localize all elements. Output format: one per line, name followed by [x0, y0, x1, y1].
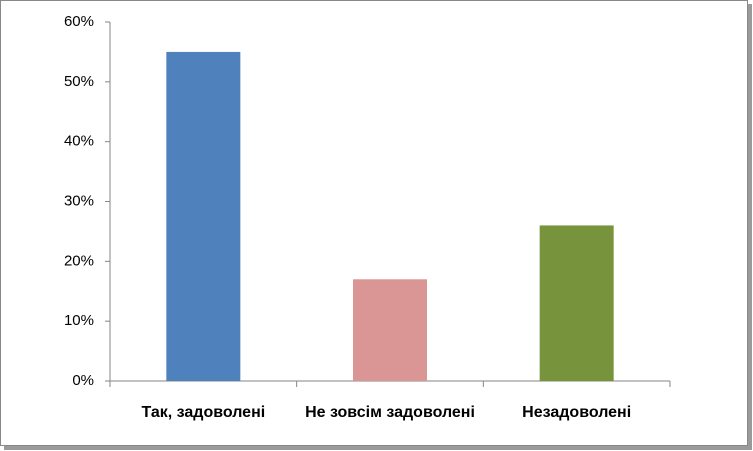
bar [353, 279, 427, 381]
y-tick-label: 40% [64, 133, 94, 150]
x-tick-label: Не зовсім задоволені [305, 404, 475, 421]
y-tick-label: 10% [64, 312, 94, 329]
x-tick-label: Незадоволені [522, 404, 631, 421]
y-tick-label: 20% [64, 252, 94, 269]
y-tick-label: 30% [64, 192, 94, 209]
bar [166, 51, 241, 382]
x-tick-label: Так, задоволені [141, 404, 265, 421]
y-tick-label: 50% [64, 73, 94, 90]
y-tick-label: 0% [72, 372, 94, 389]
bar [539, 225, 614, 381]
y-tick-label: 60% [64, 13, 94, 30]
